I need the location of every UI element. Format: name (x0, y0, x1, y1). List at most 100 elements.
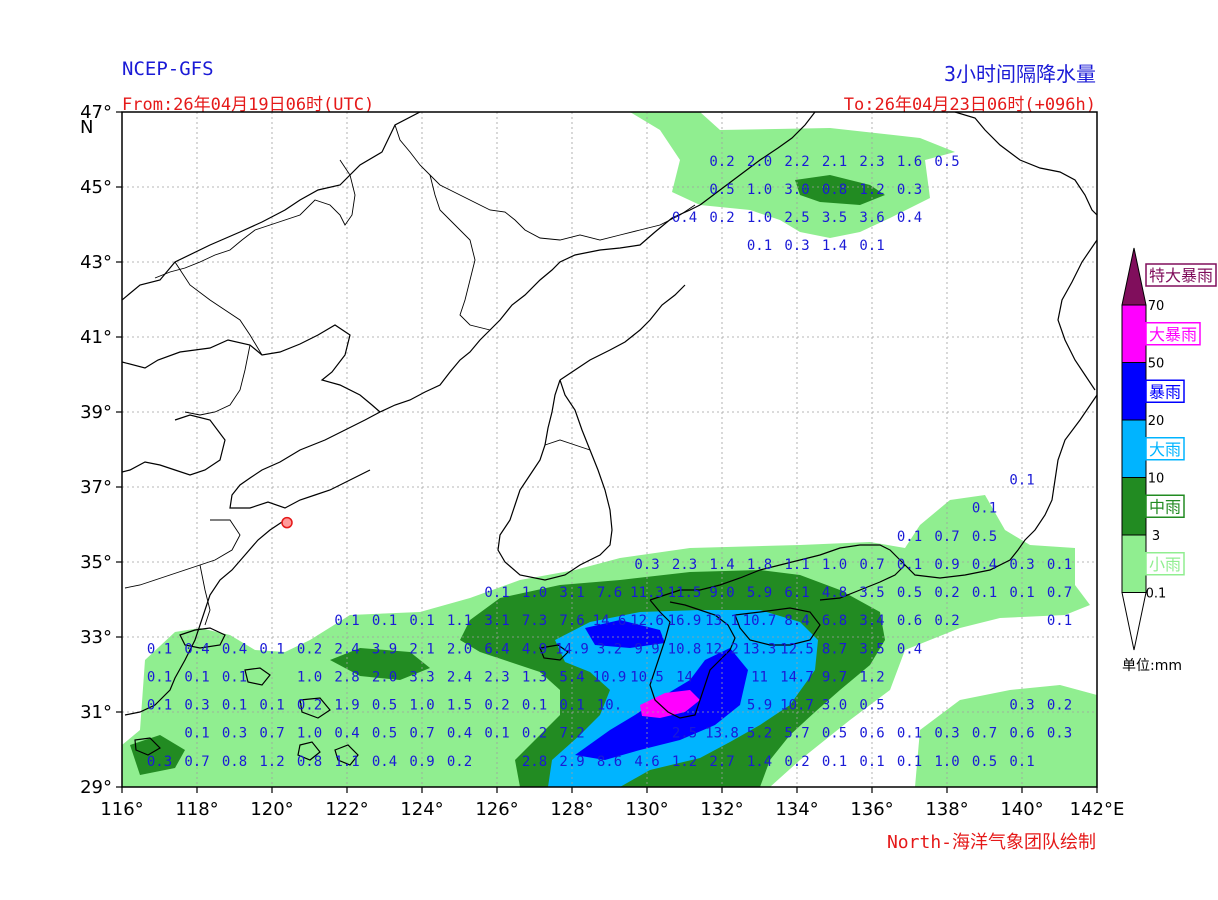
grid-value: 1.8 (747, 557, 772, 573)
grid-value: 0.1 (522, 698, 547, 714)
grid-value: 1.0 (934, 754, 959, 770)
grid-value: 2.9 (559, 754, 584, 770)
valid-to-label: To:26年04月23日06时(+096h) (843, 95, 1096, 115)
grid-value: 0.1 (147, 698, 172, 714)
grid-value: 2.0 (447, 641, 472, 657)
grid-value: 3.5 (859, 585, 884, 601)
grid-value: 2.4 (447, 669, 472, 685)
grid-value: 0.1 (859, 754, 884, 770)
grid-value: 1.0 (297, 669, 322, 685)
grid-value: 2.1 (822, 154, 847, 170)
legend-label-box (1145, 437, 1185, 461)
grid-value: 1.3 (522, 669, 547, 685)
station-dot (281, 516, 293, 529)
grid-value: 0.4 (672, 210, 697, 226)
grid-value: 0.5 (372, 726, 397, 742)
grid-value: 2.2 (784, 154, 809, 170)
grid-value: 0.4 (334, 726, 359, 742)
grid-value: 1.4 (709, 557, 734, 573)
product-title: 3小时间隔降水量 (943, 62, 1096, 86)
grid-value: 10.9 (593, 669, 627, 685)
grid-value: 0.1 (1009, 754, 1034, 770)
grid-value: 0.7 (409, 726, 434, 742)
grid-value: 0.2 (1047, 698, 1072, 714)
grid-value: 0.2 (297, 698, 322, 714)
grid-value: 0.5 (709, 182, 734, 198)
grid-value: 7.6 (597, 585, 622, 601)
grid-value: 13.1 (705, 613, 739, 629)
grid-value: 0.1 (259, 641, 284, 657)
lon-tick-label: 120° (250, 799, 293, 820)
lat-tick-label: 37° (80, 477, 112, 498)
grid-value: 0.4 (897, 210, 922, 226)
legend-threshold: 50 (1148, 357, 1165, 372)
legend-threshold: 10 (1148, 472, 1165, 487)
grid-value: 0.7 (1047, 585, 1072, 601)
grid-value: 2.0 (372, 669, 397, 685)
grid-value: 0.1 (184, 726, 209, 742)
grid-value: 0.1 (259, 698, 284, 714)
grid-value: 6.4 (484, 641, 509, 657)
grid-value: 0.8 (822, 182, 847, 198)
grid-value: 1.1 (784, 557, 809, 573)
grid-value: 0.1 (972, 585, 997, 601)
legend-unit-label: 单位:mm (1122, 658, 1182, 674)
lat-tick-label: 39° (80, 402, 112, 423)
grid-value: 3.1 (559, 585, 584, 601)
grid-value: 14 (676, 669, 693, 685)
grid-value: 10.5 (630, 669, 664, 685)
station-marker (281, 516, 293, 529)
grid-value: 0.1 (897, 557, 922, 573)
grid-value: 0.1 (559, 698, 584, 714)
grid-value: 0.1 (147, 669, 172, 685)
grid-value: 2.4 (334, 641, 359, 657)
grid-value: 16.9 (668, 613, 702, 629)
legend-label-box (1145, 552, 1185, 576)
grid-value: 0.6 (1009, 726, 1034, 742)
lon-tick-label: 116° (100, 799, 143, 820)
grid-value: 0.1 (484, 585, 509, 601)
grid-value: 0.1 (372, 613, 397, 629)
grid-value: 8.7 (822, 641, 847, 657)
grid-value: 14.7 (780, 669, 814, 685)
grid-value: 2.7 (709, 754, 734, 770)
legend-swatch (1121, 362, 1147, 421)
grid-value: 6.8 (822, 613, 847, 629)
grid-value: 3.5 (822, 210, 847, 226)
grid-value: 2.3 (859, 154, 884, 170)
grid-value: 9.9 (634, 641, 659, 657)
legend-swatch (1121, 419, 1147, 478)
grid-value: 1.4 (747, 754, 772, 770)
grid-value: 0.3 (934, 726, 959, 742)
legend-category-label: 暴雨 (1149, 382, 1181, 401)
grid-value: 0.4 (447, 726, 472, 742)
grid-value: 0.5 (897, 585, 922, 601)
grid-value: 1.0 (822, 557, 847, 573)
grid-value: 0.4 (184, 641, 209, 657)
lon-tick-label: 142°E (1070, 799, 1125, 820)
grid-value: 2.3 (672, 557, 697, 573)
grid-value: 0.1 (222, 669, 247, 685)
grid-value: 2.5 (672, 726, 697, 742)
legend-swatch (1121, 477, 1147, 536)
grid-value: 0.3 (1009, 698, 1034, 714)
grid-value: 12.6 (630, 613, 664, 629)
grid-value: 1.0 (297, 726, 322, 742)
grid-value: 4.9 (522, 641, 547, 657)
legend-swatch (1121, 592, 1147, 651)
grid-value: 0.3 (184, 698, 209, 714)
legend-swatch (1121, 304, 1147, 363)
grid-value: 10.8 (668, 641, 702, 657)
grid-value: 1.1 (447, 613, 472, 629)
grid-value: 0.2 (784, 754, 809, 770)
grid-value: 0.4 (222, 641, 247, 657)
grid-value: 11.5 (668, 585, 702, 601)
grid-value: 11.3 (630, 585, 664, 601)
grid-value: 0.2 (709, 210, 734, 226)
grid-value: 0.2 (447, 754, 472, 770)
legend-threshold: 3 (1152, 529, 1160, 544)
lon-tick-label: 118° (175, 799, 218, 820)
grid-value: 0.2 (934, 613, 959, 629)
grid-value: 0.6 (897, 613, 922, 629)
grid-value: 0.5 (859, 698, 884, 714)
